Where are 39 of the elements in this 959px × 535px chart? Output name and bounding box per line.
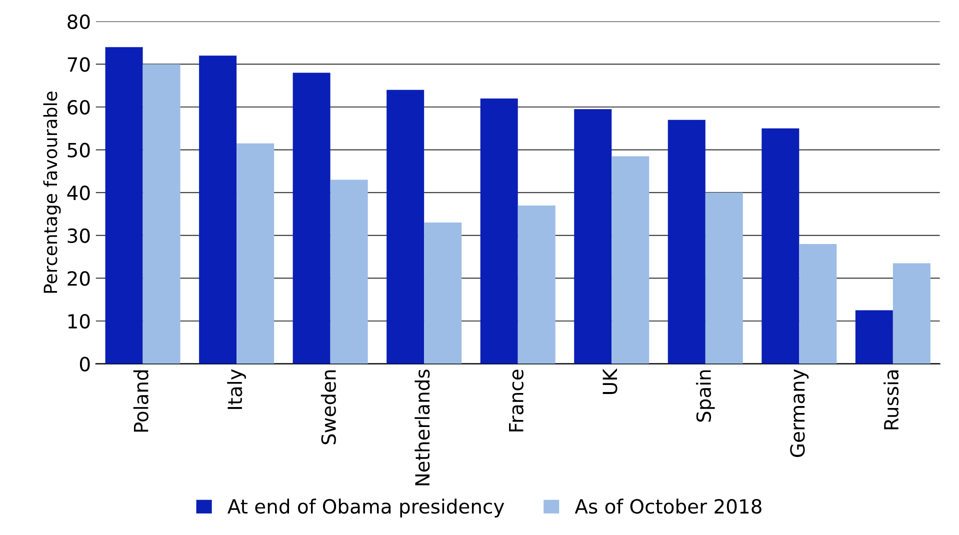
y-tick-label: 40 — [67, 186, 90, 200]
x-tick-label: Netherlands — [414, 370, 430, 486]
bar — [799, 244, 837, 364]
x-tick-label: Sweden — [320, 370, 336, 444]
x-tick-label: Germany — [790, 369, 809, 457]
x-tick-label: Spain — [696, 370, 715, 422]
bar — [105, 47, 143, 364]
x-tick-label: Russia — [884, 370, 899, 430]
bar — [330, 180, 368, 364]
y-tick-label: 0 — [80, 356, 90, 372]
bar — [480, 98, 518, 364]
y-tick-label: 20 — [68, 271, 90, 286]
bar — [424, 222, 462, 364]
legend-label: As of October 2018 — [574, 498, 762, 514]
bar — [612, 156, 650, 364]
bar — [892, 263, 930, 364]
bar — [705, 192, 743, 364]
legend-label: At end of Obama presidency — [228, 498, 504, 518]
bar — [236, 143, 274, 364]
bar — [386, 90, 424, 364]
y-tick-label: 60 — [68, 100, 90, 115]
bar — [518, 205, 556, 364]
bar — [668, 120, 706, 364]
y-tick-label: 30 — [68, 228, 90, 244]
y-tick-label: 70 — [68, 57, 90, 72]
y-tick-label: 80 — [68, 14, 90, 30]
bar — [292, 72, 330, 364]
bar — [855, 310, 893, 364]
x-tick-label: France — [509, 370, 524, 432]
x-tick-label: Italy — [227, 369, 246, 409]
x-tick-label: UK — [602, 368, 618, 394]
y-tick-label: 50 — [68, 142, 90, 158]
y-axis-title: Percentage favourable — [43, 92, 61, 293]
y-tick-label: 10 — [68, 314, 90, 329]
bar — [142, 64, 180, 364]
bar — [199, 56, 237, 364]
bar — [574, 109, 612, 364]
bar — [762, 128, 800, 364]
x-tick-label: Poland — [133, 370, 148, 432]
